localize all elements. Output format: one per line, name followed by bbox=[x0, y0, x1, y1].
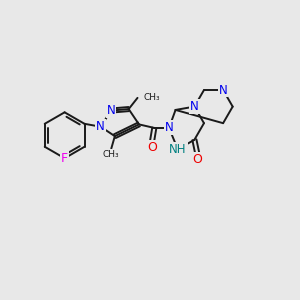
Text: N: N bbox=[165, 122, 173, 134]
Text: N: N bbox=[219, 83, 227, 97]
Text: O: O bbox=[147, 141, 157, 154]
Text: N: N bbox=[190, 100, 199, 113]
Text: F: F bbox=[61, 152, 68, 165]
Text: O: O bbox=[192, 153, 202, 166]
Text: NH: NH bbox=[169, 143, 187, 156]
Text: CH₃: CH₃ bbox=[103, 150, 120, 159]
Text: N: N bbox=[96, 120, 105, 133]
Text: CH₃: CH₃ bbox=[144, 93, 160, 102]
Text: N: N bbox=[106, 104, 116, 117]
